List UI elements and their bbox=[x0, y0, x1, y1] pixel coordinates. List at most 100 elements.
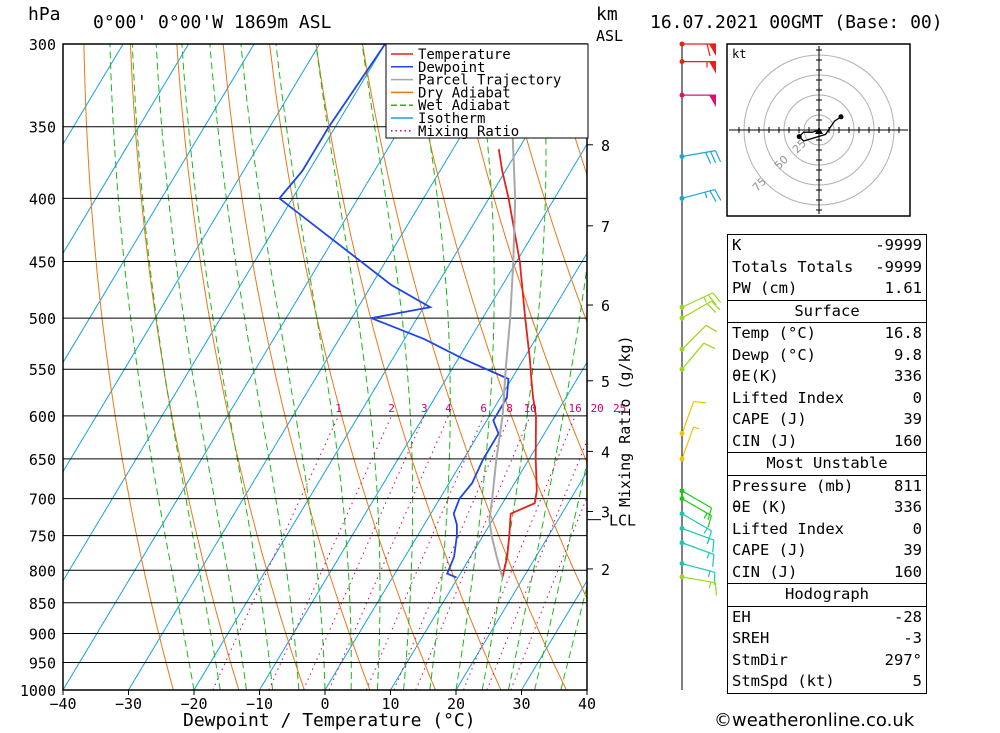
mixing-ratio-line bbox=[303, 415, 425, 690]
mixing-ratio-label: 25 bbox=[613, 402, 626, 415]
surface-row: CAPE (J) 39 bbox=[728, 409, 926, 431]
surface-section: Surface Temp (°C) 16.8 Dewp (°C) 9.8 θE(K) 33… bbox=[727, 299, 927, 453]
pressure-tick-label: 400 bbox=[29, 190, 56, 208]
wind-barb-flag bbox=[714, 150, 722, 163]
mixing-ratio-line bbox=[463, 415, 576, 690]
dry-adiabat-line bbox=[83, 44, 174, 690]
wind-barb-half-flag bbox=[706, 538, 710, 545]
surface-row: CIN (J) 160 bbox=[728, 431, 926, 453]
temperature-tick-label: 20 bbox=[447, 695, 465, 713]
legend-item: Dry Adiabat bbox=[418, 85, 511, 101]
mixing-ratio-axis-title: Mixing Ratio (g/kg) bbox=[616, 335, 634, 507]
wind-barb-flag bbox=[706, 43, 711, 57]
surface-value: 9.8 bbox=[894, 345, 922, 364]
most-unstable-value: 336 bbox=[894, 498, 922, 516]
dewpoint-line bbox=[278, 44, 510, 579]
lcl-label: LCL bbox=[609, 512, 636, 530]
mixing-ratio-line bbox=[365, 415, 485, 690]
pressure-tick-label: 300 bbox=[29, 36, 56, 54]
wind-barb-flag bbox=[705, 324, 717, 333]
surface-label: CIN (J) bbox=[732, 431, 798, 450]
temperature-tick-label: −30 bbox=[115, 695, 142, 713]
totals-totals-row: Totals Totals -9999 bbox=[732, 257, 922, 276]
surface-value: 16.8 bbox=[884, 324, 922, 342]
surface-section-title: Surface bbox=[728, 301, 926, 323]
surface-label: θE(K) bbox=[732, 367, 779, 385]
most-unstable-label: Lifted Index bbox=[732, 519, 844, 538]
parcel-trajectory-line bbox=[488, 44, 517, 578]
mixing-ratio-label: 3 bbox=[421, 402, 428, 415]
dry-adiabat-line bbox=[222, 44, 371, 690]
wind-barb bbox=[679, 41, 716, 57]
hodograph-index-label: StmDir bbox=[732, 650, 788, 669]
wind-barb bbox=[679, 426, 700, 462]
dry-adiabat-line bbox=[408, 44, 587, 600]
temperature-tick-label: 0 bbox=[320, 695, 329, 713]
wind-barb-half-flag bbox=[693, 426, 700, 430]
mixing-ratio-line bbox=[486, 439, 587, 690]
pressure-tick-label: 600 bbox=[29, 408, 56, 426]
wet-adiabat-line bbox=[415, 44, 451, 690]
hodograph-index-label: EH bbox=[732, 607, 751, 626]
wind-barb-flag bbox=[693, 400, 706, 404]
dry-adiabat-line bbox=[501, 44, 587, 324]
hodograph-index-value: 297° bbox=[884, 650, 922, 669]
isotherm-line bbox=[63, 44, 452, 690]
pressure-tick-label: 900 bbox=[29, 626, 56, 644]
mixing-ratio-label: 2 bbox=[388, 402, 395, 415]
legend-item: Temperature bbox=[418, 47, 511, 63]
wind-barb bbox=[679, 561, 716, 585]
legend-item: Wet Adiabat bbox=[418, 98, 511, 114]
wet-adiabat-line bbox=[560, 584, 587, 690]
wind-barb-flag bbox=[710, 151, 717, 164]
pressure-tick-label: 650 bbox=[29, 451, 56, 469]
most-unstable-value: 0 bbox=[912, 519, 922, 538]
wind-barb-flag bbox=[709, 190, 717, 202]
wind-barb bbox=[679, 324, 717, 352]
hodograph-section-title: Hodograph bbox=[728, 584, 926, 607]
wind-barb-half-flag bbox=[706, 552, 710, 559]
mixing-ratio-line bbox=[328, 415, 449, 690]
isotherm-line bbox=[521, 579, 587, 690]
wind-barb-staff bbox=[681, 527, 715, 541]
hodograph-index-row: SREH -3 bbox=[728, 628, 926, 650]
mixing-ratio-label: 4 bbox=[445, 402, 452, 415]
most-unstable-value: 39 bbox=[903, 541, 922, 559]
legend-item: Parcel Trajectory bbox=[418, 73, 561, 89]
isotherm-line bbox=[455, 470, 587, 690]
wind-barb-flag bbox=[712, 292, 722, 303]
wind-barb-flag bbox=[711, 300, 721, 311]
surface-label: Temp (°C) bbox=[732, 324, 816, 342]
height-tick-label: 5 bbox=[601, 373, 610, 391]
wind-barb bbox=[679, 292, 722, 310]
x-axis-title: Dewpoint / Temperature (°C) bbox=[183, 710, 476, 731]
isotherm-line bbox=[63, 44, 321, 473]
wind-barb-staff bbox=[681, 150, 716, 158]
legend-item: Dewpoint bbox=[418, 60, 485, 76]
copyright-footer[interactable]: ©weatheronline.co.uk bbox=[714, 710, 915, 731]
hodograph-index-value: -28 bbox=[894, 607, 922, 626]
hodograph-section: Hodograph EH -28 SREH -3 StmDir 297° StmSpd (k… bbox=[727, 583, 927, 694]
temperature-line bbox=[497, 149, 538, 578]
wind-barb bbox=[679, 488, 713, 520]
wind-barb bbox=[679, 525, 715, 553]
asl-label: ASL bbox=[596, 27, 623, 45]
datetime-title: 16.07.2021 00GMT (Base: 00) bbox=[650, 12, 943, 33]
mixing-ratio-label: 16 bbox=[568, 402, 581, 415]
pressure-tick-label: 550 bbox=[29, 361, 56, 379]
wet-adiabat-line bbox=[455, 44, 495, 690]
mixing-ratio-label: 10 bbox=[524, 402, 537, 415]
wind-barb-staff bbox=[681, 542, 715, 555]
temperature-tick-label: 10 bbox=[381, 695, 399, 713]
wind-barb-flag bbox=[703, 342, 716, 350]
mixing-ratio-label: 1 bbox=[335, 402, 342, 415]
location-title: 0°00' 0°00'W 1869m ASL bbox=[93, 12, 332, 33]
surface-row: Dewp (°C) 9.8 bbox=[728, 345, 926, 367]
pressure-unit-label: hPa bbox=[28, 4, 61, 25]
isotherm-line bbox=[259, 143, 587, 690]
isotherm-line bbox=[193, 44, 583, 690]
pressure-tick-label: 700 bbox=[29, 491, 56, 509]
wind-barb-flag bbox=[707, 507, 713, 520]
